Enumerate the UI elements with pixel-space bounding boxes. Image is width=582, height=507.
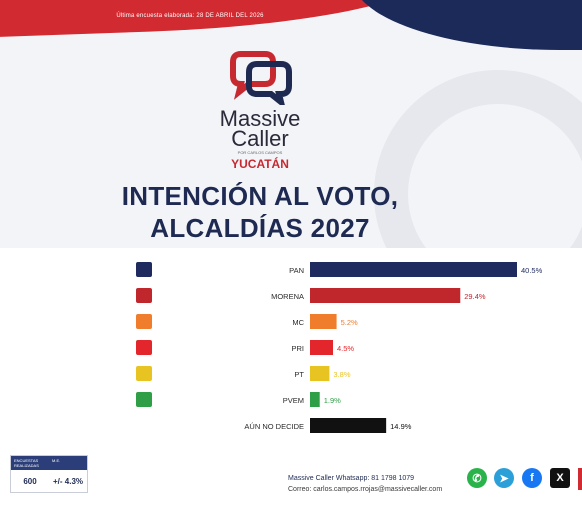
contact-info: Massive Caller Whatsapp: 81 1798 1079 Co… [288,473,442,495]
category-label-pan: PAN [289,266,304,275]
morena-logo-icon [136,288,152,303]
value-label-morena: 29.4% [464,292,486,301]
brand-name-line2: Caller [0,128,520,150]
title-line1: INTENCIÓN AL VOTO, [0,180,520,212]
bar-morena [310,288,460,303]
stats-table-header: ENCUESTAS REALIZADAS M.E. [11,456,87,470]
pri-logo-icon [136,340,152,355]
value-label-pt: 3.8% [333,370,350,379]
title-line2: ALCALDÍAS 2027 [0,212,520,244]
red-swoosh [0,0,431,38]
pan-logo-icon [136,262,152,277]
value-label-a-n-no-decide: 14.9% [390,422,412,431]
value-label-pri: 4.5% [337,344,354,353]
header-band: Última encuesta elaborada: 28 DE ABRIL D… [0,0,582,248]
mc-logo-icon [136,314,152,329]
bar-pri [310,340,333,355]
stats-header-surveys: ENCUESTAS REALIZADAS [11,456,49,470]
bar-mc [310,314,337,329]
survey-date: Última encuesta elaborada: 28 DE ABRIL D… [0,13,380,19]
telegram-icon[interactable]: ➤ [494,468,514,488]
survey-stats-table: ENCUESTAS REALIZADAS M.E. 600 +/- 4.3% [10,455,88,493]
region-label: YUCATÁN [0,157,520,171]
page-title: INTENCIÓN AL VOTO, ALCALDÍAS 2027 [0,180,520,244]
bar-a-n-no-decide [310,418,386,433]
value-label-pvem: 1.9% [324,396,341,405]
stats-margin-value: +/- 4.3% [49,477,87,486]
category-label-mc: MC [292,318,304,327]
bar-pan [310,262,517,277]
x-icon[interactable]: X [550,468,570,488]
whatsapp-icon[interactable]: ✆ [467,468,487,488]
bar-pt [310,366,329,381]
facebook-icon[interactable]: f [522,468,542,488]
stats-header-margin: M.E. [49,456,87,470]
edge-accent [578,468,582,490]
category-label-a-n-no-decide: AÚN NO DECIDE [244,422,304,431]
pt-logo-icon [136,366,152,381]
navy-swoosh [352,0,582,50]
value-label-pan: 40.5% [521,266,543,275]
contact-whatsapp: Massive Caller Whatsapp: 81 1798 1079 [288,473,442,484]
category-label-pvem: PVEM [283,396,304,405]
category-label-pri: PRI [291,344,304,353]
contact-email: Correo: carlos.campos.rrojas@massivecall… [288,484,442,495]
stats-surveys-value: 600 [11,477,49,486]
vote-intention-chart: PAN 40.5% MORENA 29.4% MC 5.2% PRI 4.5% PT 3.8% PV… [0,250,582,450]
bar-pvem [310,392,320,407]
category-label-morena: MORENA [271,292,304,301]
category-label-pt: PT [294,370,304,379]
stats-table-row: 600 +/- 4.3% [11,470,87,492]
pvem-logo-icon [136,392,152,407]
massive-caller-logo-icon [225,50,295,105]
brand-tagline: POR CARLOS CAMPOS [0,150,520,155]
value-label-mc: 5.2% [341,318,358,327]
